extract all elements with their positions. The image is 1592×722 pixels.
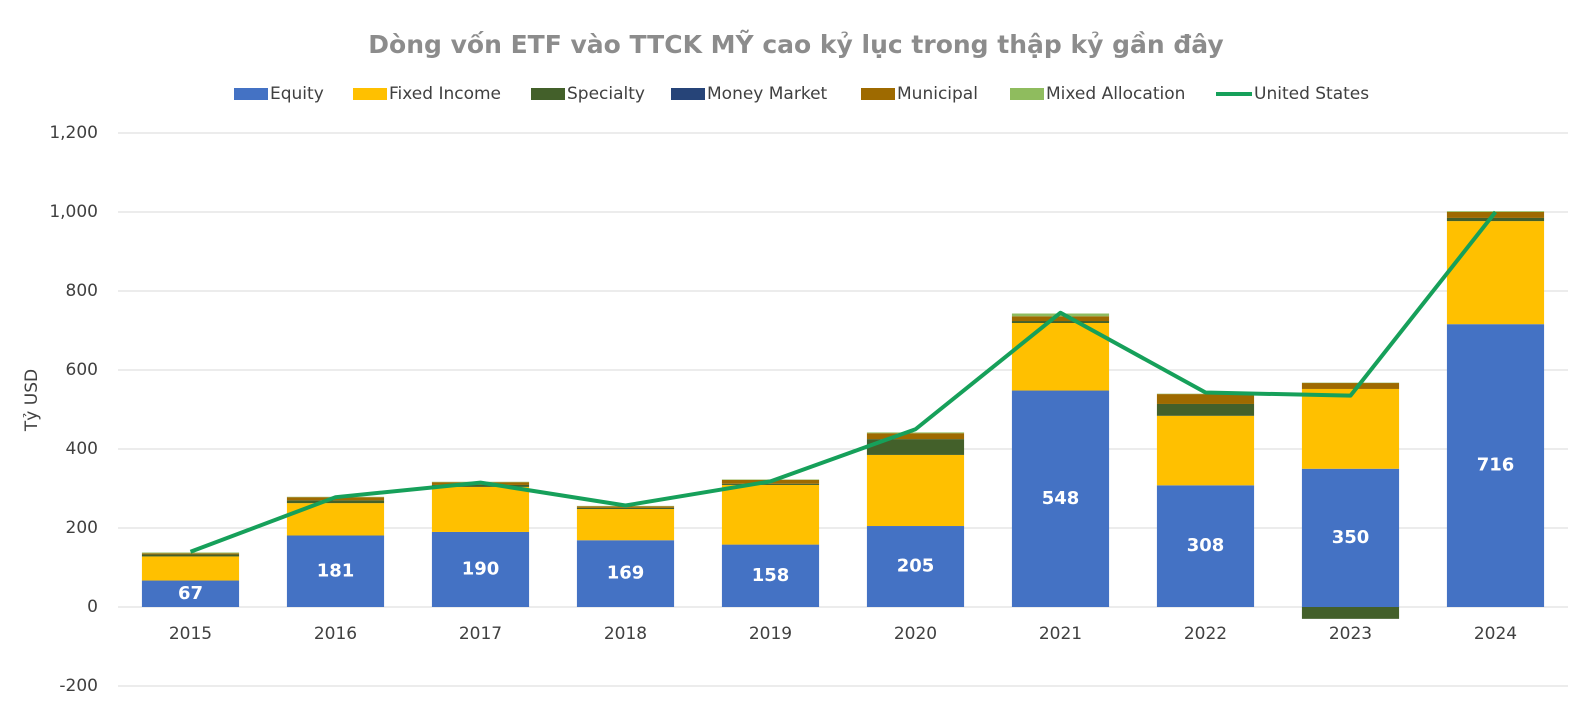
data-label: 169 bbox=[607, 563, 645, 584]
line bbox=[191, 212, 1496, 552]
bar-segment bbox=[432, 487, 529, 532]
bar-segment bbox=[1302, 607, 1399, 619]
x-tick-label: 2022 bbox=[1184, 624, 1227, 644]
bar-segment bbox=[1447, 218, 1544, 221]
bar-segment bbox=[722, 485, 819, 545]
bar-segment bbox=[577, 509, 674, 540]
bar-segment bbox=[577, 508, 674, 509]
bar-segment bbox=[1302, 383, 1399, 389]
legend-swatch bbox=[234, 88, 268, 100]
x-tick-label: 2020 bbox=[894, 624, 937, 644]
bar-segment bbox=[1302, 389, 1399, 469]
x-tick-label: 2023 bbox=[1329, 624, 1372, 644]
x-tick-label: 2016 bbox=[314, 624, 357, 644]
bar-segment bbox=[867, 455, 964, 526]
legend-label: Fixed Income bbox=[389, 84, 501, 104]
x-tick-label: 2021 bbox=[1039, 624, 1082, 644]
bar-segment bbox=[722, 484, 819, 485]
data-label: 181 bbox=[317, 560, 355, 581]
bar-segment bbox=[1157, 416, 1254, 486]
legend-label: United States bbox=[1254, 84, 1369, 104]
data-label: 716 bbox=[1477, 455, 1515, 476]
data-label: 67 bbox=[178, 583, 203, 604]
data-label: 350 bbox=[1332, 527, 1370, 548]
y-axis-label: Tỷ USD bbox=[22, 369, 42, 432]
legend-swatch bbox=[671, 88, 705, 100]
x-tick-label: 2017 bbox=[459, 624, 502, 644]
x-tick-label: 2024 bbox=[1474, 624, 1517, 644]
x-tick-label: 2015 bbox=[169, 624, 212, 644]
bar-segment bbox=[1012, 316, 1109, 321]
bar-segment bbox=[867, 432, 964, 433]
legend-label: Mixed Allocation bbox=[1046, 84, 1185, 104]
bar-segment bbox=[1157, 394, 1254, 404]
y-tick-label: 600 bbox=[66, 360, 98, 380]
y-tick-label: 1,000 bbox=[49, 202, 98, 222]
y-tick-label: 0 bbox=[87, 597, 98, 617]
legend-swatch bbox=[861, 88, 895, 100]
legend-swatch bbox=[1010, 88, 1044, 100]
legend-swatch bbox=[353, 88, 387, 100]
data-label: 308 bbox=[1187, 535, 1225, 556]
bar-segment bbox=[142, 554, 239, 556]
bar-segment bbox=[867, 433, 964, 439]
bar-segment bbox=[1157, 404, 1254, 416]
y-tick-label: 800 bbox=[66, 281, 98, 301]
y-tick-label: 1,200 bbox=[49, 123, 98, 143]
bar-segment bbox=[287, 500, 384, 503]
data-label: 205 bbox=[897, 556, 935, 577]
y-tick-label: 200 bbox=[66, 518, 98, 538]
legend-label: Equity bbox=[270, 84, 324, 104]
chart-title: Dòng vốn ETF vào TTCK MỸ cao kỷ lục tron… bbox=[368, 30, 1223, 59]
bar-segment bbox=[142, 556, 239, 580]
data-label: 190 bbox=[462, 558, 500, 579]
x-tick-label: 2018 bbox=[604, 624, 647, 644]
legend-label: Specialty bbox=[567, 84, 645, 104]
bar-segment bbox=[142, 552, 239, 553]
y-tick-label: -200 bbox=[59, 676, 98, 696]
bar-segment bbox=[1012, 321, 1109, 323]
bar-segment bbox=[1447, 211, 1544, 212]
bar-segment bbox=[1447, 221, 1544, 324]
y-tick-label: 400 bbox=[66, 439, 98, 459]
bar-segment bbox=[142, 553, 239, 554]
legend-label: Municipal bbox=[897, 84, 978, 104]
x-tick-label: 2019 bbox=[749, 624, 792, 644]
legend-swatch bbox=[531, 88, 565, 100]
legend-label: Money Market bbox=[707, 84, 828, 104]
data-label: 548 bbox=[1042, 488, 1080, 509]
data-label: 158 bbox=[752, 565, 790, 586]
